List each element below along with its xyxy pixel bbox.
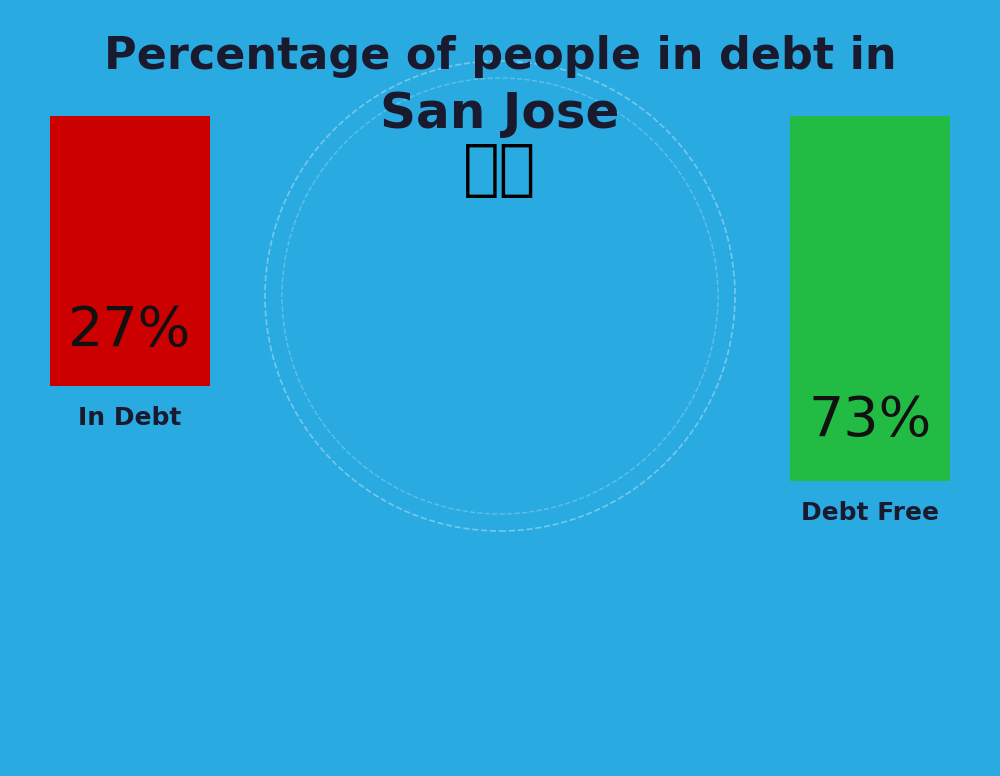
Text: San Jose: San Jose	[380, 90, 620, 138]
Text: 🇺🇸: 🇺🇸	[463, 141, 537, 200]
Text: 73%: 73%	[808, 394, 932, 448]
Bar	[790, 116, 950, 481]
Text: 27%: 27%	[68, 304, 192, 358]
Text: Debt Free: Debt Free	[801, 501, 939, 525]
Bar	[50, 116, 210, 386]
Text: Percentage of people in debt in: Percentage of people in debt in	[104, 34, 896, 78]
Text: In Debt: In Debt	[78, 406, 182, 430]
